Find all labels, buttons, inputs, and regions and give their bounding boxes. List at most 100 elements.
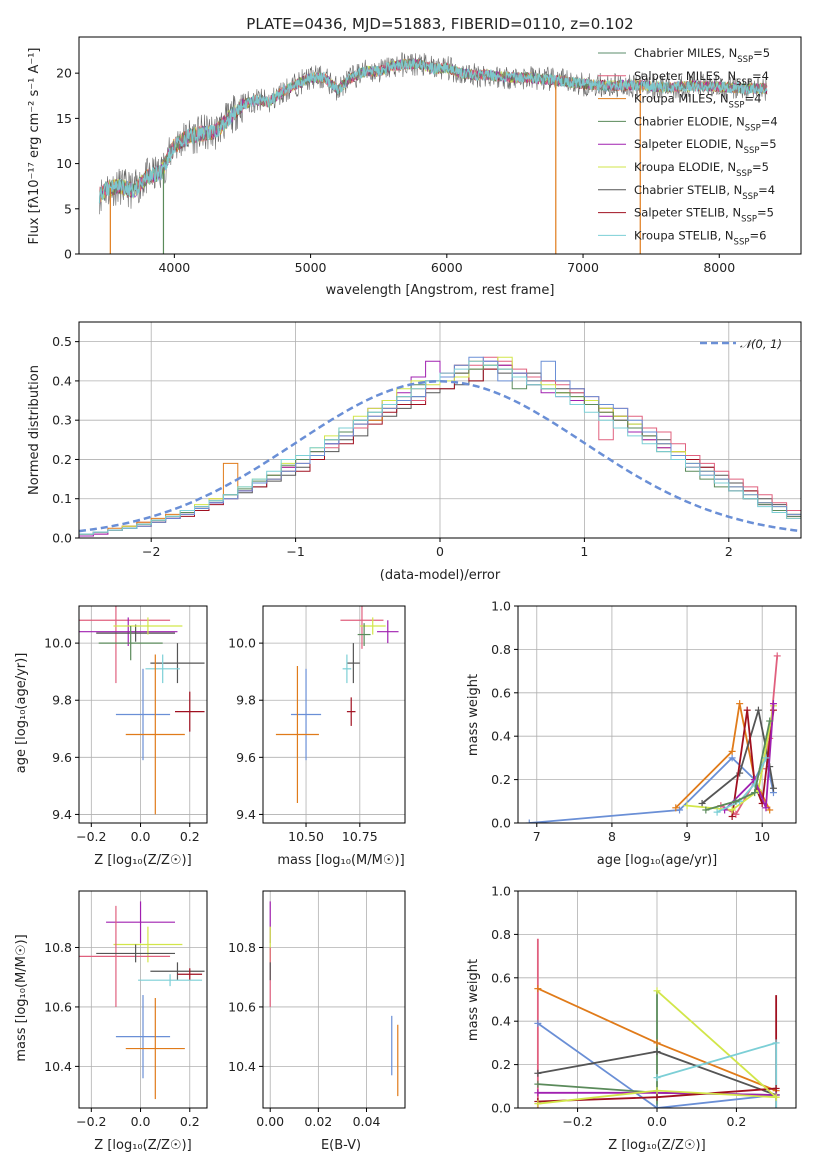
weight-marker: [772, 1084, 780, 1092]
weight-series-6: [723, 703, 775, 811]
histogram-series-8: [79, 360, 801, 538]
mass_vs_z-marks: [79, 901, 205, 1100]
tick-label-x: 0.02: [304, 1114, 332, 1129]
tick-label-y: 0.2: [491, 1057, 511, 1072]
residuals-xlabel: (data-model)/error: [380, 568, 501, 583]
tick-label-x: 1: [580, 544, 588, 559]
spectrum-panel: 4000 5000 6000 7000 8000 0 5 10 15 20 Chabrier MIL…: [56, 36, 802, 275]
tick-label-y: 0.5: [52, 334, 72, 349]
weight-series-7: [656, 990, 777, 1098]
weight-marker: [713, 808, 721, 816]
errorbar-point: [150, 962, 205, 981]
weight-marker: [728, 806, 736, 814]
tick-label-x: 8000: [703, 260, 735, 275]
tick-label-y: 0.8: [491, 927, 511, 942]
tick-label-y: 1.0: [491, 884, 511, 899]
weight-marker: [653, 1048, 661, 1056]
weight-vs-age-ylabel: mass weight: [466, 674, 481, 756]
tick-label-x: −1: [286, 544, 304, 559]
legend-entry: Salpeter STELIB, NSSP=5: [634, 206, 774, 225]
tick-label-y: 9.8: [52, 693, 72, 708]
tick-label-y: 0.0: [491, 1101, 511, 1116]
mass-vs-z-ylabel: mass [log₁₀(M/M☉)]: [14, 934, 29, 1061]
residuals-marks: [79, 356, 801, 538]
weight-marker: [702, 806, 710, 814]
mass_vs_ebv-marks: [269, 901, 399, 1097]
errorbar-point: [79, 905, 171, 1007]
errorbar-point: [115, 995, 171, 1079]
weight_vs_z-panel: −0.2 0.0 0.2 0.0 0.2 0.4 0.6 0.8 1.0: [491, 884, 797, 1129]
tick-label-x: 0: [436, 544, 444, 559]
spectrum-xlabel: wavelength [Angstrom, rest frame]: [326, 283, 555, 298]
legend-entry: Salpeter ELODIE, NSSP=5: [634, 137, 777, 156]
weight-vs-z-xlabel: Z [log₁₀(Z/Z☉)]: [608, 1138, 705, 1153]
normal-curve: [79, 380, 801, 533]
errorbar-point: [98, 625, 163, 661]
tick-label-y: 9.6: [236, 750, 256, 765]
weight-series-0: [537, 1022, 777, 1108]
errorbar-point: [357, 623, 371, 646]
weight-series-8: [656, 1042, 777, 1079]
tick-label-x: −0.2: [76, 1114, 106, 1129]
tick-label-x: 10: [754, 829, 770, 844]
tick-label-x: 2: [725, 544, 733, 559]
weight-marker: [743, 706, 751, 714]
weight-marker: [653, 1087, 661, 1095]
weight-marker: [534, 1019, 542, 1027]
tick-label-y: 0: [64, 247, 72, 262]
errorbar-point: [175, 691, 205, 732]
weight-marker: [525, 819, 533, 823]
tick-label-x: 0.00: [256, 1114, 284, 1129]
weight-series-7: [716, 757, 767, 813]
errorbar-point: [340, 606, 384, 649]
tick-label-y: 0.0: [491, 816, 511, 831]
weight-series-8: [705, 720, 771, 811]
spectrum-series-kroupa_stelib: [98, 58, 768, 204]
errorbar-point: [290, 668, 322, 761]
weight-marker: [751, 789, 759, 797]
tick-label-x: 0.2: [180, 829, 200, 844]
tick-label-y: 10.6: [44, 999, 72, 1014]
tick-label-x: 0.04: [353, 1114, 381, 1129]
legend-entry: Chabrier ELODIE, NSSP=4: [634, 114, 778, 133]
weight-marker: [732, 797, 740, 805]
tick-label-y: 10: [56, 156, 72, 171]
weight-marker: [766, 806, 774, 814]
tick-label-y: 5: [64, 201, 72, 216]
weight-marker: [766, 717, 774, 725]
tick-label-y: 0.4: [52, 373, 72, 388]
axes-frame: [517, 605, 797, 824]
tick-label-x: 0.0: [647, 1114, 667, 1129]
mass-vs-ebv-xlabel: E(B-V): [321, 1138, 361, 1153]
axes-frame: [262, 890, 406, 1109]
tick-label-y: 1.0: [491, 599, 511, 614]
errorbar-point: [377, 620, 399, 644]
errorbar-point: [342, 654, 352, 684]
axes-frame: [517, 890, 797, 1109]
weight-marker: [728, 754, 736, 762]
tick-label-y: 10.4: [228, 1059, 256, 1074]
weight-marker: [653, 1104, 661, 1108]
tick-label-y: 0.8: [491, 642, 511, 657]
tick-label-x: 5000: [295, 260, 327, 275]
axes-frame: [78, 890, 208, 1109]
errorbar-point: [346, 697, 356, 726]
tick-label-x: 4000: [158, 260, 190, 275]
errorbar-point: [346, 643, 360, 684]
errorbar-point: [115, 668, 171, 761]
weight-marker: [534, 1069, 542, 1077]
tick-label-y: 0.4: [491, 1014, 511, 1029]
weight-vs-z-ylabel: mass weight: [466, 959, 481, 1041]
spectrum-marks: [98, 52, 768, 254]
weight-marker: [762, 754, 770, 762]
weight-marker: [736, 769, 744, 777]
tick-label-x: 9: [683, 829, 691, 844]
mass_vs_ebv-panel: 0.00 0.02 0.04 10.4 10.6 10.8: [228, 890, 406, 1129]
weight-marker: [653, 1039, 661, 1047]
tick-label-x: 0.0: [131, 1114, 151, 1129]
tick-label-y: 0.3: [52, 413, 72, 428]
tick-label-y: 10.8: [44, 940, 72, 955]
axes-frame: [78, 605, 208, 824]
